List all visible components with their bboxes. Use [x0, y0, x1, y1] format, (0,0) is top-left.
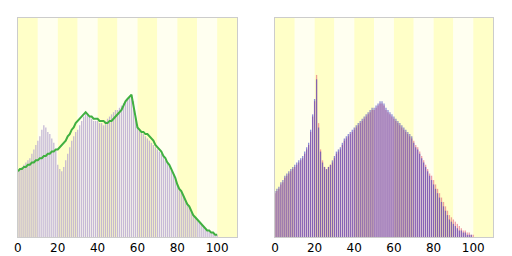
svg-text:60: 60: [130, 241, 145, 255]
svg-text:20: 20: [50, 241, 65, 255]
svg-text:100: 100: [462, 241, 485, 255]
svg-text:80: 80: [426, 241, 441, 255]
svg-text:40: 40: [347, 241, 362, 255]
svg-text:40: 40: [90, 241, 105, 255]
svg-text:0: 0: [14, 241, 22, 255]
svg-text:20: 20: [307, 241, 322, 255]
svg-text:0: 0: [271, 241, 279, 255]
svg-text:100: 100: [206, 241, 229, 255]
svg-text:80: 80: [170, 241, 185, 255]
svg-text:60: 60: [386, 241, 401, 255]
